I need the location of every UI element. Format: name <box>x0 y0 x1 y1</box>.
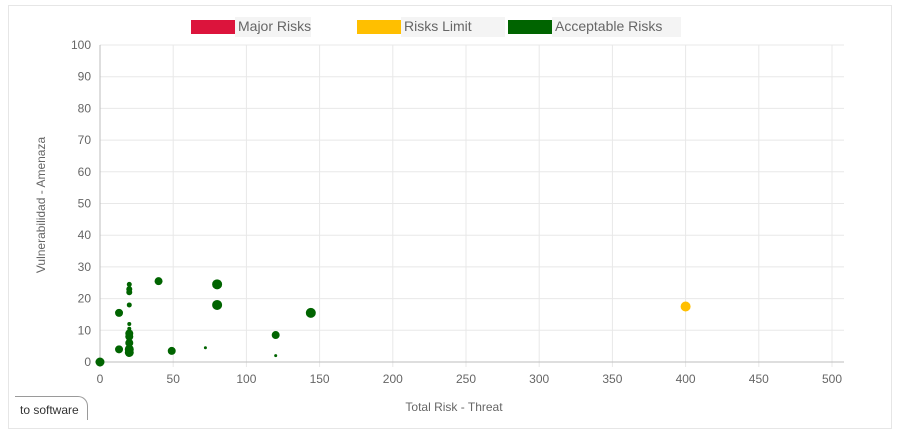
x-tick-label: 100 <box>236 372 256 386</box>
data-point[interactable] <box>126 289 133 296</box>
data-point[interactable] <box>203 346 207 350</box>
x-tick-label: 0 <box>97 372 104 386</box>
chart-panel <box>8 5 892 429</box>
data-point[interactable] <box>95 357 105 367</box>
x-tick-label: 400 <box>676 372 696 386</box>
legend-swatch <box>508 20 552 34</box>
y-tick-label: 0 <box>84 355 91 369</box>
data-point[interactable] <box>125 338 134 347</box>
y-tick-label: 90 <box>78 70 92 84</box>
data-point[interactable] <box>271 331 280 340</box>
legend-item[interactable]: Major Risks <box>191 17 311 37</box>
data-point[interactable] <box>126 302 132 308</box>
legend-item[interactable]: Acceptable Risks <box>508 17 681 37</box>
legend-label: Major Risks <box>238 18 311 34</box>
x-tick-label: 250 <box>456 372 476 386</box>
data-point[interactable] <box>274 354 278 358</box>
x-axis-ticks: 0 50 100 150 200 250 300 350 400 450 500 <box>97 372 843 386</box>
data-point[interactable] <box>125 332 134 341</box>
data-point[interactable] <box>115 308 124 317</box>
legend-label-background <box>401 17 505 37</box>
data-point[interactable] <box>154 277 163 286</box>
y-tick-label: 70 <box>78 133 92 147</box>
data-point[interactable] <box>680 301 691 312</box>
legend-swatch <box>191 20 235 34</box>
legend-label-background <box>552 17 681 37</box>
x-tick-label: 350 <box>602 372 622 386</box>
data-point[interactable] <box>212 279 223 290</box>
axes <box>95 45 844 367</box>
y-tick-label: 20 <box>78 292 92 306</box>
x-axis-title: Total Risk - Threat <box>405 400 503 414</box>
data-point[interactable] <box>126 281 132 287</box>
legend-swatch <box>357 20 401 34</box>
data-point[interactable] <box>124 347 134 357</box>
legend-item[interactable]: Risks Limit <box>357 17 505 37</box>
legend-label: Acceptable Risks <box>555 18 662 34</box>
legend-label-background <box>235 17 311 37</box>
data-point[interactable] <box>305 307 316 318</box>
y-tick-label: 50 <box>78 197 92 211</box>
x-tick-label: 150 <box>310 372 330 386</box>
y-tick-label: 10 <box>78 323 92 337</box>
y-tick-label: 60 <box>78 165 92 179</box>
y-axis-title: Vulnerabilidad - Amenaza <box>34 137 48 274</box>
grid <box>99 44 844 367</box>
x-tick-label: 450 <box>749 372 769 386</box>
data-point[interactable] <box>115 345 124 354</box>
data-point[interactable] <box>212 299 223 310</box>
y-tick-label: 40 <box>78 228 92 242</box>
x-tick-label: 500 <box>822 372 842 386</box>
to-software-tab[interactable]: to software <box>15 396 88 420</box>
data-point[interactable] <box>127 321 132 326</box>
x-tick-label: 300 <box>529 372 549 386</box>
legend: Major Risks Risks Limit Acceptable Risks <box>191 17 681 37</box>
data-points <box>95 277 691 367</box>
y-tick-label: 30 <box>78 260 92 274</box>
y-tick-label: 100 <box>71 38 91 52</box>
x-tick-label: 50 <box>167 372 181 386</box>
data-point[interactable] <box>167 346 176 355</box>
y-tick-label: 80 <box>78 101 92 115</box>
y-axis-ticks: 0 10 20 30 40 50 60 70 80 90 100 <box>71 38 91 369</box>
legend-label: Risks Limit <box>404 18 472 34</box>
x-tick-label: 200 <box>383 372 403 386</box>
